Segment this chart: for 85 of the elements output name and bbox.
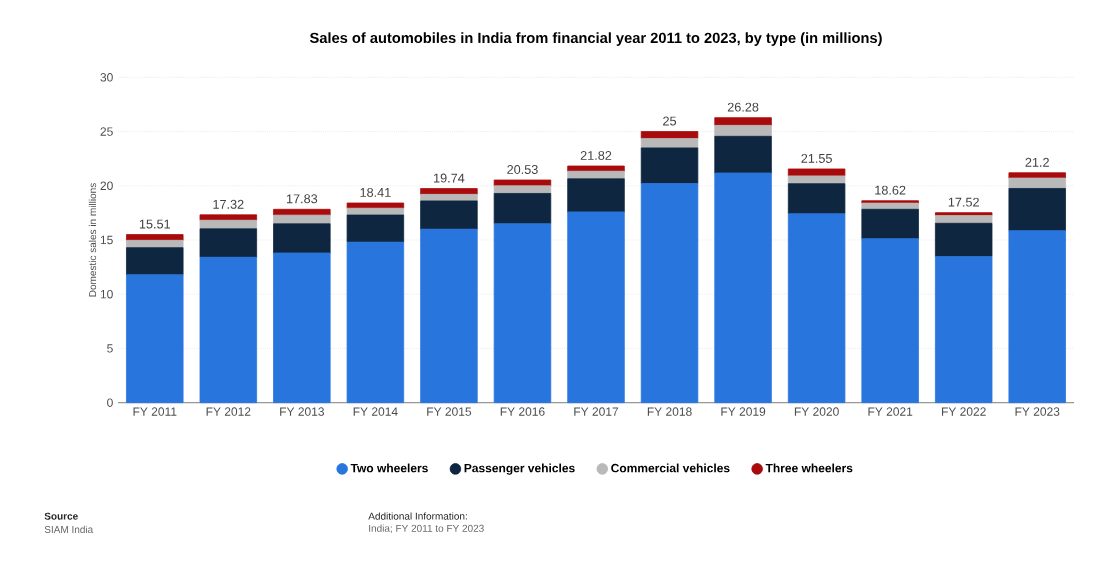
y-tick-label: 15 — [100, 235, 113, 245]
y-tick-label: 5 — [107, 344, 113, 353]
total-label: 18.41 — [360, 187, 391, 197]
x-tick-label: FY 2015 — [427, 407, 472, 416]
total-label: 21.55 — [801, 153, 832, 163]
bar — [861, 238, 919, 403]
total-label: 19.74 — [434, 173, 465, 183]
bar — [493, 223, 552, 403]
total-label: 17.32 — [213, 199, 244, 209]
bar — [420, 188, 478, 195]
y-tick-label: 25 — [100, 127, 113, 136]
bar — [787, 168, 846, 177]
bar — [640, 147, 699, 184]
bar — [714, 124, 772, 137]
bar — [346, 202, 405, 209]
total-label: 17.83 — [286, 194, 318, 204]
bar — [199, 228, 258, 258]
bar — [1008, 230, 1066, 403]
bar — [787, 175, 846, 184]
legend-label: Passenger vehicles — [464, 463, 575, 475]
total-label: 21.82 — [580, 150, 612, 160]
x-tick-label: FY 2018 — [647, 407, 692, 416]
bar — [1008, 187, 1066, 231]
bar — [420, 228, 478, 403]
bar — [273, 252, 331, 403]
bar — [1008, 177, 1066, 189]
y-tick-label: 20 — [100, 181, 113, 190]
bar — [567, 178, 625, 213]
chart-title: Sales of automobiles in India from financial year 2011 to 2023, by type (in millions) — [309, 32, 882, 46]
bar — [126, 274, 184, 403]
bar — [126, 234, 184, 241]
y-axis-title: Domestic sales in millions — [88, 182, 97, 297]
bar — [126, 247, 184, 276]
bar — [714, 135, 772, 174]
x-tick-label: FY 2022 — [941, 407, 986, 416]
bar — [787, 213, 846, 403]
bar — [420, 200, 478, 230]
x-tick-label: FY 2020 — [794, 407, 839, 416]
x-tick-label: FY 2019 — [721, 407, 766, 416]
total-label: 17.52 — [948, 197, 979, 207]
legend-label: Three wheelers — [765, 463, 853, 473]
bar — [199, 256, 258, 403]
bar — [273, 223, 331, 254]
text: India; FY 2011 to FY 2023 — [369, 524, 484, 533]
bar — [640, 130, 699, 139]
total-label: 20.53 — [507, 164, 538, 174]
bar — [273, 208, 331, 216]
legend-label: Two wheelers — [350, 463, 428, 473]
bar — [493, 192, 552, 224]
bar — [493, 179, 552, 187]
bar — [934, 256, 993, 403]
bar — [714, 117, 772, 126]
y-tick-label: 10 — [100, 289, 113, 299]
total-label: 21.2 — [1025, 157, 1049, 167]
total-label: 15.51 — [139, 219, 170, 229]
legend-label: Commercial vehicles — [611, 463, 730, 473]
bar — [567, 211, 625, 403]
x-tick-label: FY 2012 — [206, 407, 251, 416]
total-label: 26.28 — [727, 102, 759, 112]
bar — [934, 214, 993, 224]
bar — [346, 241, 405, 403]
text: Additional Information: — [368, 512, 467, 520]
x-tick-label: FY 2017 — [574, 407, 619, 416]
text: Source — [44, 512, 78, 520]
bar — [714, 172, 772, 403]
x-tick-label: FY 2014 — [353, 407, 398, 416]
bar — [493, 185, 552, 194]
x-tick-label: FY 2021 — [868, 407, 913, 416]
x-tick-label: FY 2023 — [1015, 407, 1060, 416]
bar — [567, 165, 625, 172]
x-tick-label: FY 2013 — [280, 407, 324, 416]
bar — [199, 214, 258, 221]
x-tick-label: FY 2011 — [133, 407, 177, 416]
total-label: 25 — [663, 116, 677, 126]
y-tick-label: 30 — [100, 72, 113, 82]
x-tick-label: FY 2016 — [500, 407, 545, 416]
bar — [346, 214, 405, 243]
text: SIAM India — [44, 525, 94, 533]
bar — [640, 183, 699, 403]
total-label: 18.62 — [875, 185, 906, 195]
bar — [861, 202, 919, 210]
bar — [861, 208, 919, 239]
y-tick-label: 0 — [107, 398, 113, 407]
bar — [787, 183, 846, 214]
bar — [934, 222, 993, 257]
